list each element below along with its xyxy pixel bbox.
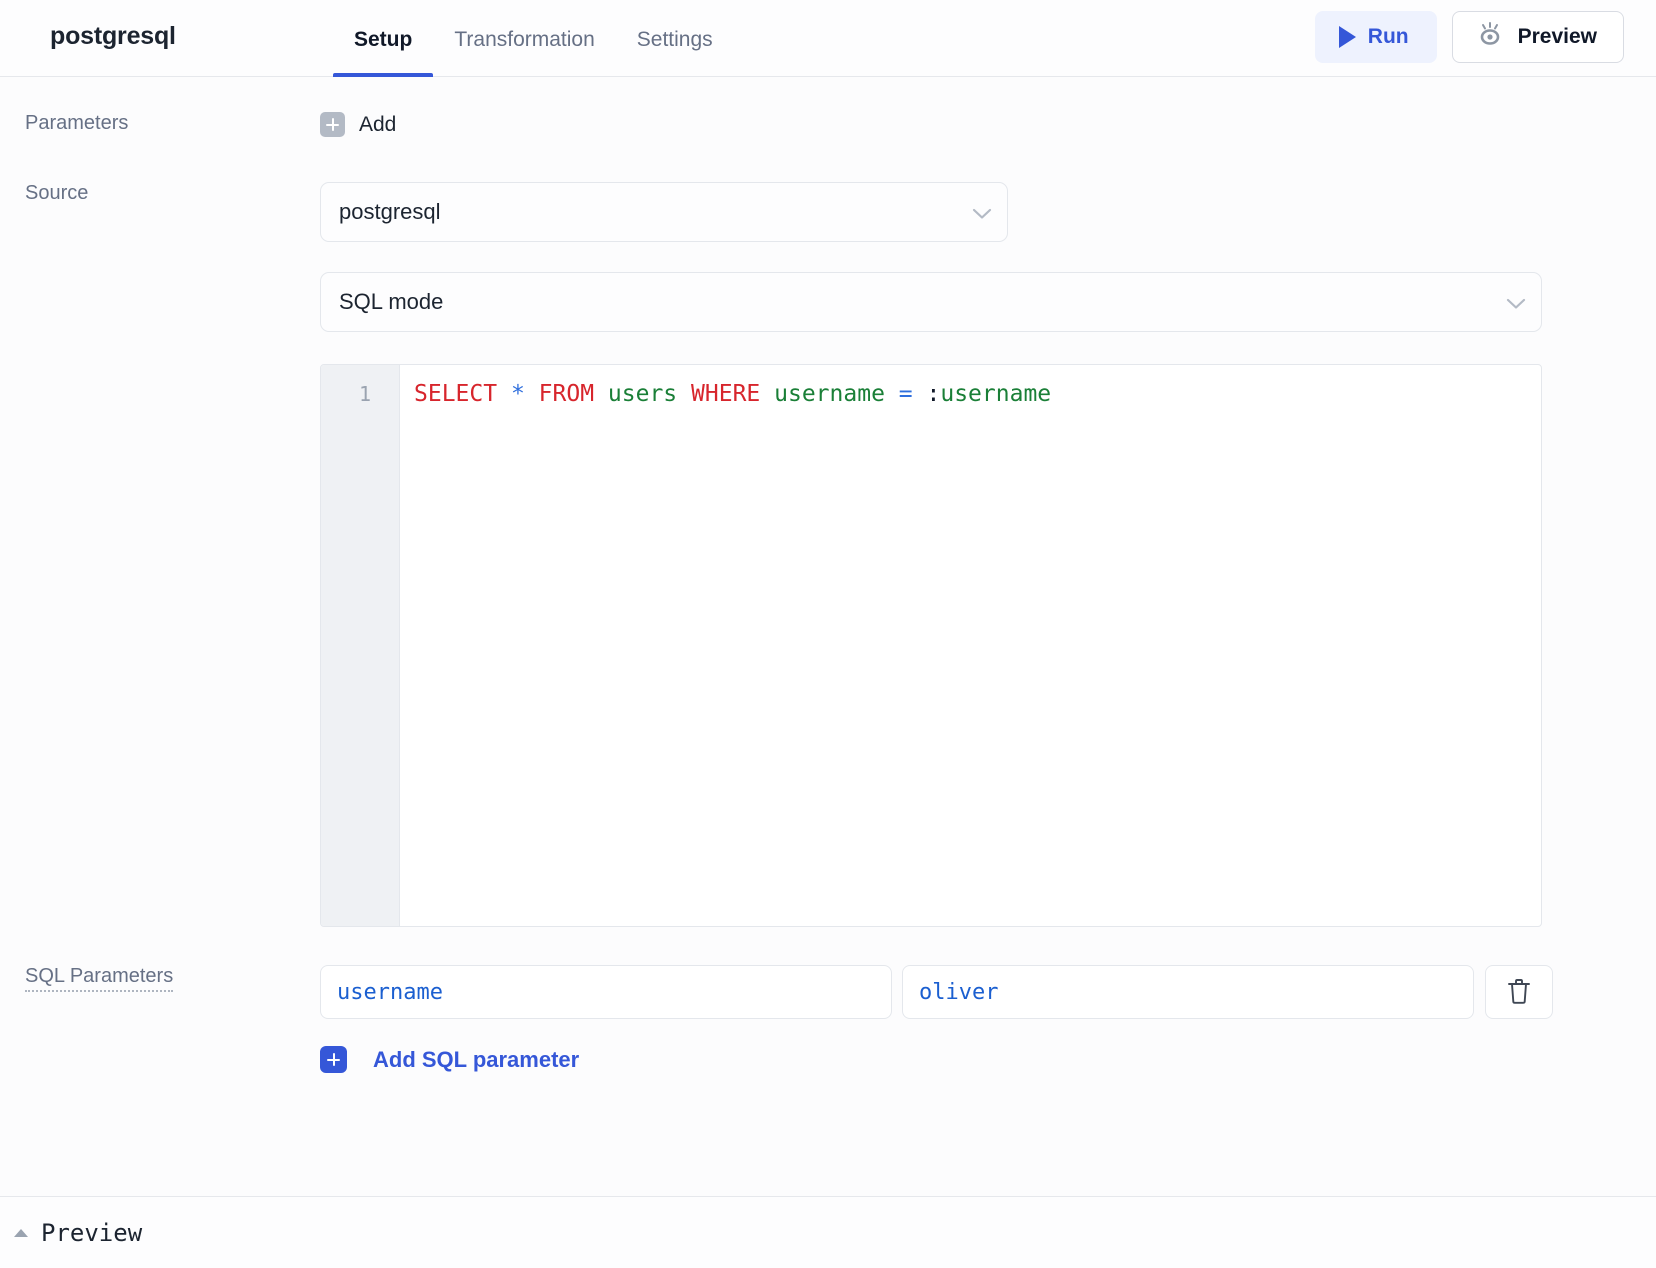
code-editor-row: 1 SELECT * FROM users WHERE username = :… [0, 364, 1656, 927]
code-space [913, 381, 927, 407]
source-select[interactable]: postgresql [320, 182, 1008, 242]
add-sql-parameter-button[interactable]: Add SQL parameter [320, 1046, 579, 1073]
sql-parameter-value-input[interactable] [902, 965, 1474, 1019]
code-space [885, 381, 899, 407]
source-row: Source postgresql [0, 182, 1656, 242]
code-token-table: users [607, 381, 678, 407]
tab-bar: Setup Transformation Settings [333, 0, 734, 77]
code-space [525, 381, 539, 407]
page-title: postgresql [50, 22, 176, 50]
editor-code-area[interactable]: SELECT * FROM users WHERE username = :us… [400, 365, 1541, 926]
panel-body: Parameters Add Source postgresql [0, 112, 1656, 1073]
code-space [594, 381, 608, 407]
tab-transformation-label: Transformation [454, 28, 595, 51]
code-token-where: WHERE [691, 381, 761, 407]
add-parameter-label: Add [359, 112, 397, 136]
source-label: Source [25, 182, 89, 204]
preview-footer[interactable]: Preview [0, 1196, 1656, 1268]
preview-button[interactable]: Preview [1451, 11, 1624, 63]
plus-icon [320, 112, 345, 137]
line-number: 1 [358, 382, 371, 406]
chevron-down-icon [1506, 298, 1526, 313]
tab-settings[interactable]: Settings [616, 0, 734, 77]
panel-header: postgresql Setup Transformation Settings… [0, 0, 1656, 77]
sql-code-editor[interactable]: 1 SELECT * FROM users WHERE username = :… [320, 364, 1542, 927]
delete-sql-parameter-button[interactable] [1485, 965, 1553, 1019]
code-token-select: SELECT [414, 381, 498, 407]
sql-mode-row: SQL mode [0, 272, 1656, 332]
code-space [497, 381, 511, 407]
code-token-star: * [510, 381, 525, 407]
code-editor-row-spacer [0, 364, 320, 927]
code-token-bind-param: username [940, 381, 1052, 407]
code-token-colon: : [926, 381, 941, 407]
code-token-from: FROM [538, 381, 595, 407]
preview-button-label: Preview [1517, 25, 1597, 48]
sql-parameter-name-input[interactable] [320, 965, 892, 1019]
run-button-label: Run [1367, 25, 1409, 48]
code-token-column: username [774, 381, 885, 407]
play-icon [1338, 26, 1356, 48]
code-space [760, 381, 774, 407]
sql-parameter-row [320, 965, 1553, 1019]
parameters-label: Parameters [25, 112, 129, 134]
add-sql-parameter-row: Add SQL parameter [0, 1046, 1656, 1073]
add-parameter-button[interactable]: Add [320, 112, 396, 137]
sql-parameters-row: SQL Parameters [0, 965, 1656, 1019]
tab-settings-label: Settings [636, 28, 713, 51]
tab-setup-label: Setup [354, 28, 413, 51]
add-sql-parameter-label: Add SQL parameter [373, 1046, 580, 1072]
sql-mode-select[interactable]: SQL mode [320, 272, 1542, 332]
tab-setup[interactable]: Setup [333, 0, 434, 77]
plus-icon [320, 1046, 347, 1073]
parameters-row: Parameters Add [0, 112, 1656, 137]
sql-parameters-label-cell: SQL Parameters [0, 965, 320, 1019]
run-button[interactable]: Run [1314, 11, 1437, 63]
chevron-down-icon [972, 208, 992, 223]
preview-footer-label: Preview [41, 1218, 143, 1247]
code-token-equals: = [898, 381, 913, 407]
eye-icon [1475, 22, 1505, 52]
trash-icon [1506, 977, 1532, 1008]
caret-up-icon[interactable] [14, 1228, 28, 1237]
sql-parameters-label: SQL Parameters [25, 965, 174, 992]
tab-transformation[interactable]: Transformation [433, 0, 615, 77]
editor-gutter: 1 [321, 365, 400, 926]
code-space [677, 381, 691, 407]
sql-mode-select-value: SQL mode [339, 289, 444, 314]
source-select-value: postgresql [339, 199, 441, 224]
header-actions: Run Preview [1314, 11, 1624, 63]
